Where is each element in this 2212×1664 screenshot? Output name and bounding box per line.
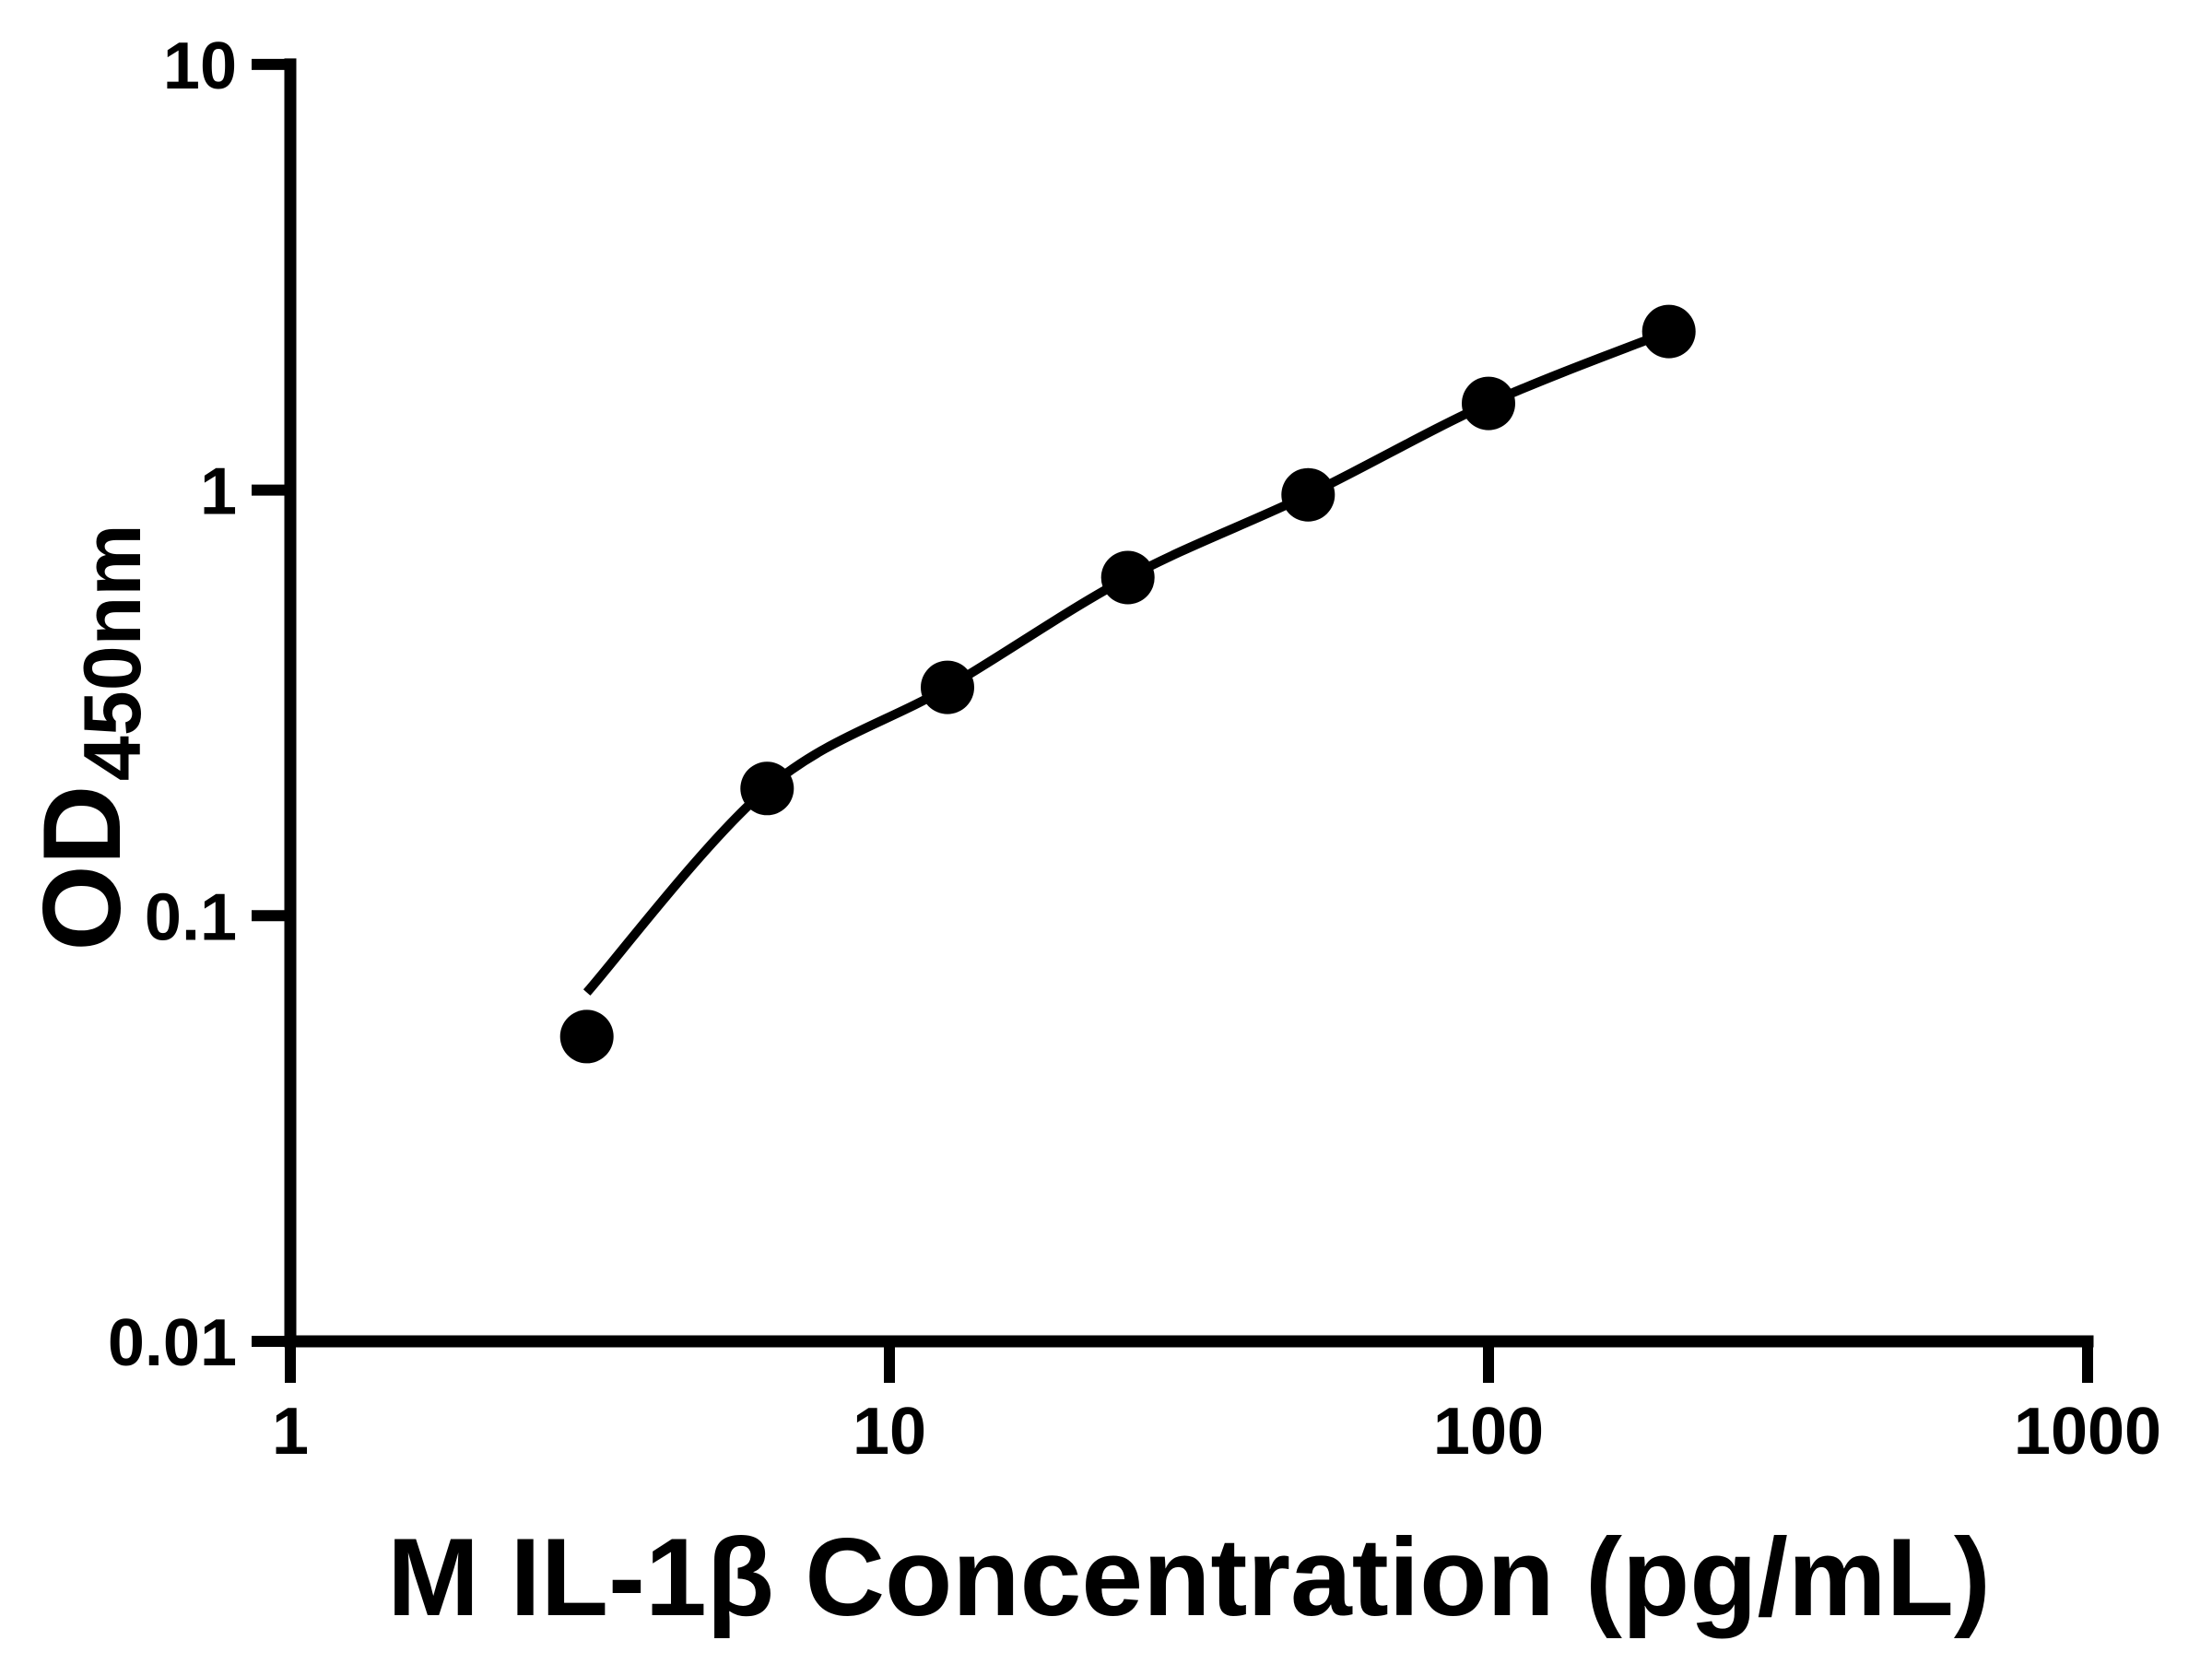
- axes: 10 1 0.1 0.01 1 10 100 1000: [108, 30, 2161, 1469]
- y-axis-title-subscript: 450nm: [66, 524, 158, 781]
- data-point-25: [1100, 550, 1155, 605]
- data-point-12.5: [921, 660, 974, 714]
- x-tick-label-1: 1: [272, 1395, 309, 1469]
- x-axis-title: M IL-1β Concentration (pg/mL): [387, 1516, 1991, 1639]
- data-point-50: [1281, 467, 1335, 522]
- x-tick-label-10: 10: [853, 1395, 926, 1469]
- fit-curve-line: [582, 326, 1671, 996]
- x-tick-label-1000: 1000: [2014, 1395, 2161, 1469]
- data-point-3.125: [559, 1009, 614, 1064]
- y-tick-label-1: 1: [200, 455, 237, 529]
- data-point-200: [1641, 304, 1696, 359]
- x-tick-label-100: 100: [1433, 1395, 1544, 1469]
- y-axis-title: OD 450nm: [20, 524, 158, 950]
- y-axis-title-main: OD: [20, 785, 144, 951]
- data-points: [559, 304, 1696, 1064]
- y-axis-ticks: 10 1 0.1 0.01: [108, 30, 290, 1380]
- x-axis-ticks: 1 10 100 1000: [272, 1341, 2161, 1469]
- data-point-6.25: [740, 761, 794, 816]
- y-tick-label-0.1: 0.1: [145, 880, 237, 954]
- y-tick-label-0.01: 0.01: [108, 1306, 237, 1380]
- y-tick-label-10: 10: [163, 30, 237, 103]
- data-point-100: [1462, 376, 1515, 431]
